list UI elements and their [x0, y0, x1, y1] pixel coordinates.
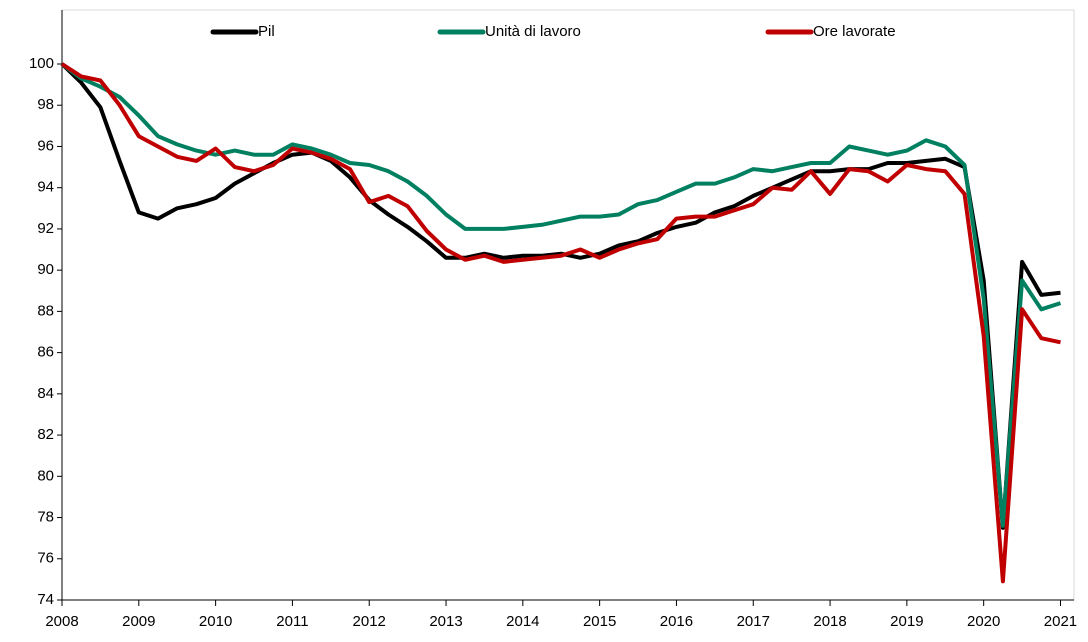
y-tick-label: 86	[37, 344, 54, 361]
y-tick-label: 88	[37, 302, 54, 319]
x-tick-label: 2015	[583, 613, 616, 630]
x-tick-label: 2020	[967, 613, 1000, 630]
x-tick-label: 2019	[890, 613, 923, 630]
x-tick-label: 2014	[506, 613, 539, 630]
legend-label: Unità di lavoro	[485, 23, 581, 40]
y-tick-label: 74	[37, 591, 54, 608]
y-tick-label: 94	[37, 179, 54, 196]
y-tick-label: 80	[37, 467, 54, 484]
y-tick-label: 78	[37, 509, 54, 526]
y-tick-label: 98	[37, 96, 54, 113]
x-tick-label: 2017	[737, 613, 770, 630]
legend-label: Ore lavorate	[813, 23, 896, 40]
legend-label: Pil	[258, 23, 275, 40]
y-tick-label: 92	[37, 220, 54, 237]
y-tick-label: 96	[37, 137, 54, 154]
x-tick-label: 2021	[1044, 613, 1077, 630]
x-tick-label: 2016	[660, 613, 693, 630]
x-tick-label: 2011	[276, 613, 308, 630]
x-tick-label: 2009	[122, 613, 155, 630]
series-line	[60, 62, 1061, 530]
y-tick-label: 82	[37, 426, 54, 443]
x-tick-label: 2013	[429, 613, 462, 630]
y-tick-label: 90	[37, 261, 54, 278]
series-line	[60, 62, 1062, 528]
y-tick-label: 76	[37, 550, 54, 567]
y-tick-label: 100	[29, 55, 54, 72]
x-tick-label: 2012	[353, 613, 386, 630]
x-tick-label: 2008	[45, 613, 78, 630]
x-tick-label: 2018	[813, 613, 846, 630]
plot-frame	[61, 9, 1075, 601]
x-tick-label: 2010	[199, 613, 232, 630]
series-line	[60, 62, 1061, 584]
y-tick-label: 84	[37, 385, 54, 402]
